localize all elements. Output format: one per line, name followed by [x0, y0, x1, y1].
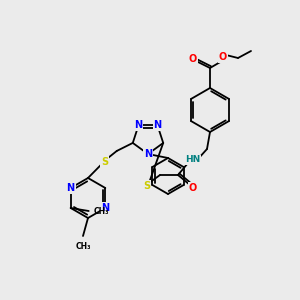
- Text: S: S: [143, 181, 151, 191]
- Text: HN: HN: [185, 155, 201, 164]
- Text: N: N: [134, 120, 143, 130]
- Text: CH₃: CH₃: [75, 242, 91, 251]
- Text: N: N: [101, 203, 110, 213]
- Text: O: O: [219, 52, 227, 62]
- Text: O: O: [189, 54, 197, 64]
- Text: O: O: [189, 183, 197, 193]
- Text: S: S: [101, 157, 108, 167]
- Text: N: N: [67, 183, 75, 193]
- Text: N: N: [153, 120, 161, 130]
- Text: N: N: [144, 149, 152, 159]
- Text: CH₃: CH₃: [94, 206, 109, 215]
